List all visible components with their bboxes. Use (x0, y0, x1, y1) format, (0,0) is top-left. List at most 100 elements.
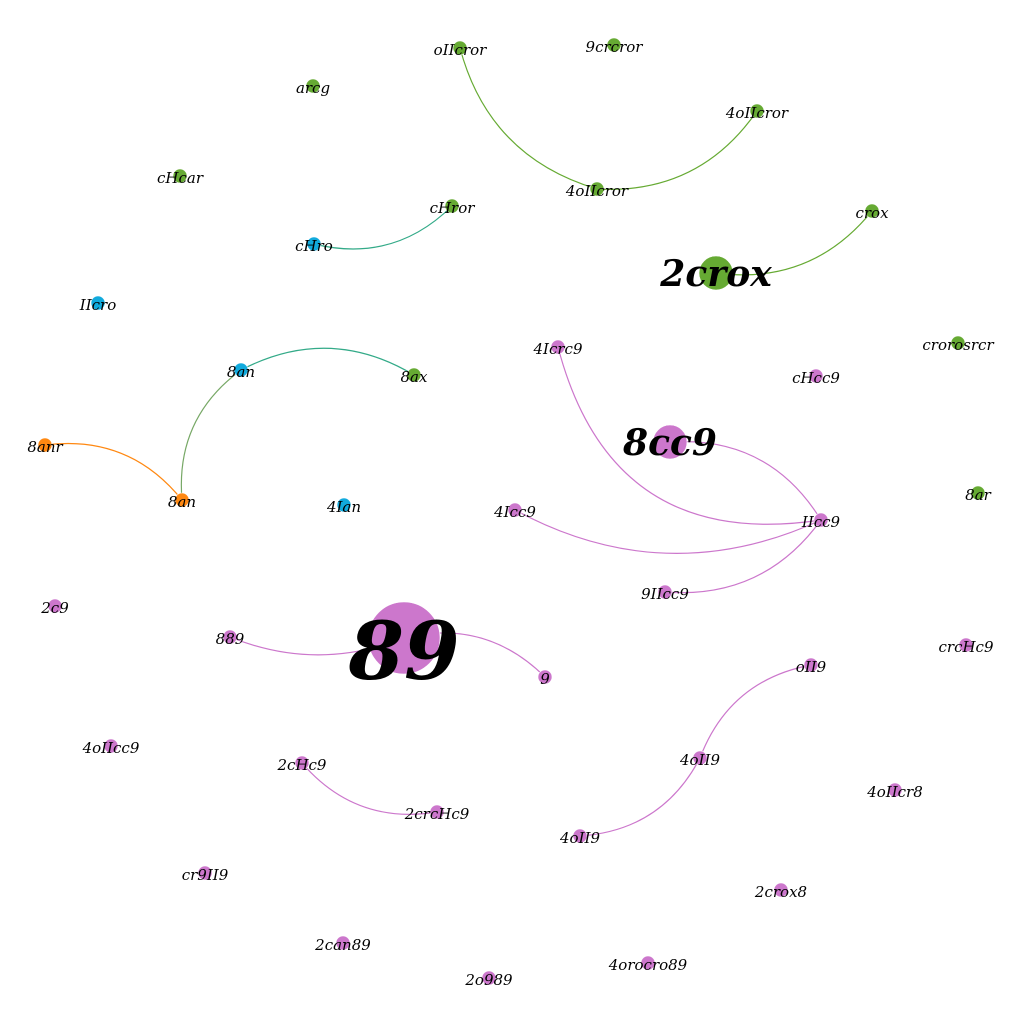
node-n7[interactable] (444, 198, 460, 214)
node-n2[interactable] (606, 37, 622, 53)
node-label-n37: cr9II9 (182, 866, 229, 884)
node-n35[interactable] (429, 804, 445, 820)
node-label-n14: 8an (227, 363, 255, 381)
node-label-n32: 2cHc9 (277, 756, 327, 774)
node-n18[interactable] (37, 437, 53, 453)
node-n40[interactable] (640, 955, 656, 971)
node-label-n39: 2can89 (314, 936, 371, 954)
node-n30[interactable] (803, 657, 819, 673)
node-n16[interactable] (808, 368, 824, 384)
node-label-n9: crox (855, 204, 889, 222)
node-label-n28: crcHc9 (939, 638, 994, 656)
node-label-n23: IIcc9 (801, 513, 841, 531)
node-label-n1: oIIcror (434, 41, 487, 59)
node-label-n30: oII9 (796, 658, 827, 676)
node-n1[interactable] (452, 40, 468, 56)
node-label-n36: 4oII9 (559, 829, 600, 847)
node-label-n15: 8ax (401, 368, 428, 386)
node-n4[interactable] (749, 103, 765, 119)
edge-n30-n33 (699, 664, 812, 759)
node-label-n34: 4oIIcr8 (866, 783, 923, 801)
node-label-n17: 8cc9 (622, 422, 717, 464)
node-n25[interactable] (47, 598, 63, 614)
node-n12[interactable] (550, 339, 566, 355)
node-label-n33: 4oII9 (679, 751, 720, 769)
edge-n24-n23 (664, 519, 822, 594)
node-n21[interactable] (336, 497, 352, 513)
node-label-n25: 2c9 (40, 599, 69, 617)
node-n15[interactable] (406, 367, 422, 383)
node-n10[interactable] (698, 255, 734, 291)
edge-n10-n9 (715, 210, 873, 276)
node-label-n26: 889 (216, 630, 245, 648)
node-n9[interactable] (864, 203, 880, 219)
node-n20[interactable] (174, 492, 190, 508)
node-label-n5: cHcar (157, 169, 204, 187)
node-n28[interactable] (958, 637, 974, 653)
edge-n14-n20 (180, 369, 242, 501)
node-n32[interactable] (294, 755, 310, 771)
node-label-n38: 2crox8 (754, 883, 807, 901)
node-n26[interactable] (222, 629, 238, 645)
node-n11[interactable] (90, 295, 106, 311)
node-label-n29: 9 (540, 670, 550, 688)
node-label-n31: 4oIIcc9 (82, 739, 140, 757)
node-label-n35: 2crcHc9 (404, 805, 470, 823)
node-n13[interactable] (950, 335, 966, 351)
edge-n32-n35 (301, 762, 438, 815)
node-label-n2: 9crcror (586, 38, 644, 56)
node-n34[interactable] (887, 782, 903, 798)
node-label-n18: 8anr (27, 438, 63, 456)
node-n19[interactable] (970, 485, 986, 501)
node-n5[interactable] (172, 168, 188, 184)
node-n31[interactable] (103, 738, 119, 754)
node-n38[interactable] (773, 882, 789, 898)
label-layer: oIIcror 9crcror arcg 4oIIcror cHcar 4oIIcror c… (27, 38, 994, 989)
node-label-n40: 4orocro89 (608, 956, 688, 974)
node-n23[interactable] (813, 512, 829, 528)
node-n27[interactable] (367, 601, 441, 675)
node-label-n12: 4Icrc9 (533, 340, 583, 358)
node-label-n4: 4oIIcror (725, 104, 789, 122)
edge-n8-n7 (313, 205, 453, 250)
node-label-n16: cHcc9 (792, 369, 840, 387)
node-n3[interactable] (305, 78, 321, 94)
node-n17[interactable] (652, 424, 688, 460)
node-n8[interactable] (306, 236, 322, 252)
node-n39[interactable] (335, 935, 351, 951)
node-label-n27: 89 (347, 604, 459, 698)
node-label-n6: 4oIIcror (565, 182, 629, 200)
node-n24[interactable] (657, 584, 673, 600)
node-n6[interactable] (589, 181, 605, 197)
node-n36[interactable] (572, 828, 588, 844)
node-n14[interactable] (233, 362, 249, 378)
node-n37[interactable] (197, 865, 213, 881)
edge-n1-n6 (459, 47, 598, 190)
node-n33[interactable] (692, 750, 708, 766)
edge-n18-n20 (44, 442, 183, 501)
edge-n6-n4 (596, 110, 758, 190)
node-label-n7: cHror (430, 199, 476, 217)
node-label-n3: arcg (296, 79, 330, 97)
node-n22[interactable] (507, 502, 523, 518)
node-label-n8: cHro (295, 237, 333, 255)
edge-n17-n23 (669, 440, 822, 521)
node-label-n13: crorosrcr (922, 336, 994, 354)
node-label-n22: 4Icc9 (493, 503, 536, 521)
edge-n12-n23 (557, 346, 822, 525)
node-label-n20: 8an (168, 493, 196, 511)
node-layer (37, 37, 986, 986)
node-label-n19: 8ar (965, 486, 991, 504)
edge-n22-n23 (514, 509, 822, 555)
node-n41[interactable] (481, 970, 497, 986)
node-n29[interactable] (537, 669, 553, 685)
edge-n14-n15 (240, 347, 415, 376)
node-label-n21: 4Ian (326, 498, 361, 516)
node-label-n24: 9IIcc9 (641, 585, 689, 603)
node-label-n41: 2o989 (464, 971, 513, 989)
node-label-n11: IIcro (79, 296, 116, 314)
edge-n33-n36 (579, 757, 701, 837)
edge-layer (44, 47, 873, 837)
